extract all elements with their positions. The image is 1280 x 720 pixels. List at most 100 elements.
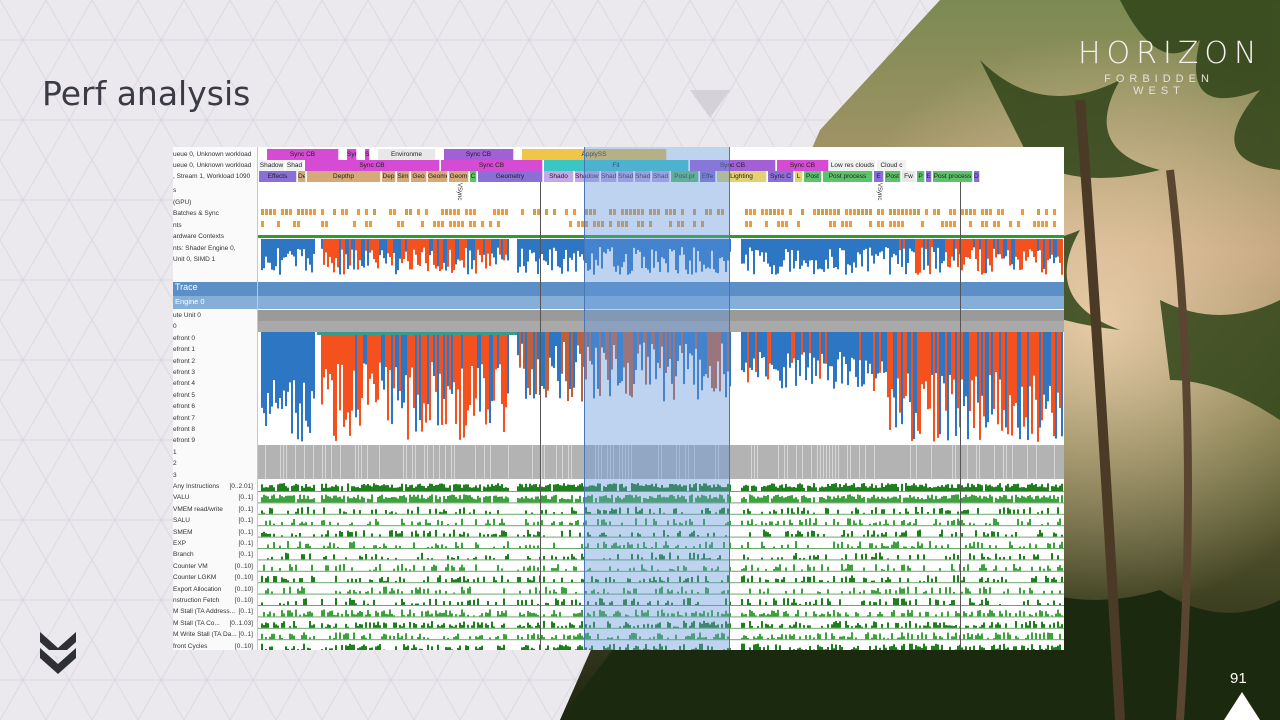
counter-bar xyxy=(263,494,265,503)
engine-header[interactable]: Engine 0 xyxy=(173,296,257,309)
counter-bar xyxy=(741,637,743,640)
counter-bar xyxy=(707,622,709,628)
counter-bar xyxy=(375,518,377,526)
counter-bar xyxy=(765,568,767,571)
simd-activity-bar xyxy=(521,239,523,249)
workload-segment[interactable]: Shadows xyxy=(575,171,600,182)
counter-bar xyxy=(277,498,279,503)
workload-segment[interactable]: ApplySS xyxy=(522,149,667,160)
workload-segment[interactable]: Sync C xyxy=(768,171,794,182)
workload-segment[interactable]: L xyxy=(795,171,803,182)
counter-bar xyxy=(291,485,293,491)
workload-segment[interactable]: Geo xyxy=(411,171,427,182)
counter-bar xyxy=(729,648,731,650)
simd-activity-bar xyxy=(773,239,775,266)
event-mark xyxy=(369,221,372,227)
simd-activity-bar xyxy=(261,239,263,271)
workload-segment[interactable]: Sync CB xyxy=(777,160,829,171)
workload-segment[interactable]: P xyxy=(917,171,925,182)
counter-row-name: Any Instructions xyxy=(173,483,220,490)
simd-activity-bar xyxy=(417,239,419,265)
workload-segment[interactable]: Shad xyxy=(618,171,634,182)
workload-segment[interactable]: Sync CB xyxy=(305,160,440,171)
simd-activity-bar xyxy=(449,239,451,250)
workload-segment[interactable]: Shad xyxy=(652,171,670,182)
workload-segment[interactable]: Depthprime xyxy=(298,171,306,182)
simd-activity-bar xyxy=(591,239,593,254)
workload-segment[interactable]: Post process xyxy=(823,171,873,182)
counter-bar xyxy=(329,542,331,548)
counter-bar xyxy=(951,600,953,605)
workload-segment[interactable]: Post pr xyxy=(671,171,699,182)
workload-segment[interactable]: Dep xyxy=(382,171,396,182)
simd-activity-bar xyxy=(1027,239,1029,258)
workload-segment[interactable]: Effects xyxy=(259,171,297,182)
counter-bar xyxy=(503,522,505,526)
workload-segment[interactable]: Fw xyxy=(902,171,916,182)
counter-bar xyxy=(703,553,705,560)
workload-segment[interactable]: E xyxy=(926,171,932,182)
counter-bar xyxy=(877,496,879,503)
counter-bar xyxy=(457,484,459,491)
workload-segment[interactable]: Shado xyxy=(544,171,574,182)
simd-activity-bar xyxy=(767,239,769,264)
workload-segment[interactable]: C xyxy=(470,171,477,182)
workload-segment[interactable]: Post xyxy=(885,171,901,182)
counter-bar xyxy=(591,645,593,650)
workload-segment[interactable]: Geom xyxy=(449,171,469,182)
workload-segment[interactable]: Sim xyxy=(397,171,410,182)
wavefront-bar xyxy=(423,332,425,404)
simd-activity-bar xyxy=(1013,239,1015,270)
workload-segment[interactable]: Low res clouds xyxy=(830,160,876,171)
cu-stripe xyxy=(427,445,428,479)
workload-segment[interactable]: Sync CB xyxy=(267,149,339,160)
workload-segment[interactable]: Fit xyxy=(544,160,689,171)
batch-mark xyxy=(629,209,632,215)
trace-header[interactable]: Trace xyxy=(173,282,257,296)
workload-segment[interactable]: Environme xyxy=(378,149,436,160)
workload-segment[interactable]: Sync CB xyxy=(441,160,543,171)
counter-bar xyxy=(769,614,771,617)
workload-segment[interactable]: Syn xyxy=(347,149,357,160)
workload-segment[interactable]: Shad xyxy=(601,171,617,182)
workload-segment[interactable]: Sync CB xyxy=(444,149,514,160)
workload-segment[interactable]: Lighting xyxy=(717,171,767,182)
event-mark xyxy=(833,221,836,227)
counter-bar xyxy=(775,578,777,583)
counter-bar xyxy=(395,497,397,503)
workload-segment[interactable]: E xyxy=(874,171,884,182)
counter-bar xyxy=(903,643,905,650)
simd-activity-bar xyxy=(803,239,805,261)
counter-bar xyxy=(949,625,951,628)
workload-segment[interactable]: Sync CB xyxy=(365,149,370,160)
counter-bar xyxy=(455,579,457,583)
workload-segment[interactable]: Depthp xyxy=(307,171,381,182)
workload-segment[interactable]: Sync CB xyxy=(690,160,776,171)
cu-stripe xyxy=(283,445,284,479)
workload-segment[interactable]: Shad xyxy=(286,160,304,171)
workload-segment[interactable]: Post process xyxy=(933,171,973,182)
workload-segment[interactable]: Shad xyxy=(635,171,651,182)
workload-segment[interactable]: Effe xyxy=(700,171,716,182)
workload-segment[interactable]: Post xyxy=(804,171,822,182)
wavefront-bar xyxy=(559,332,561,399)
workload-segment[interactable]: Shadow xyxy=(259,160,285,171)
wavefront-bar xyxy=(963,332,965,407)
counter-bar xyxy=(635,506,637,514)
counter-bar xyxy=(773,568,775,571)
counter-bar xyxy=(925,646,927,650)
counter-bar xyxy=(679,484,681,491)
counter-bar xyxy=(517,534,519,537)
workload-segment[interactable]: Geomet xyxy=(428,171,448,182)
counter-bar xyxy=(1015,613,1017,617)
wavefront-bar xyxy=(961,332,963,380)
counter-bar xyxy=(865,634,867,640)
counter-bar xyxy=(1021,495,1023,503)
counter-bar xyxy=(805,519,807,526)
workload-segment[interactable]: Geometry xyxy=(478,171,543,182)
counter-bar xyxy=(633,648,635,650)
workload-segment[interactable]: Cloud c xyxy=(877,160,907,171)
workload-segment[interactable]: De xyxy=(974,171,980,182)
counter-bar xyxy=(507,579,509,583)
cu-stripe xyxy=(325,445,326,479)
